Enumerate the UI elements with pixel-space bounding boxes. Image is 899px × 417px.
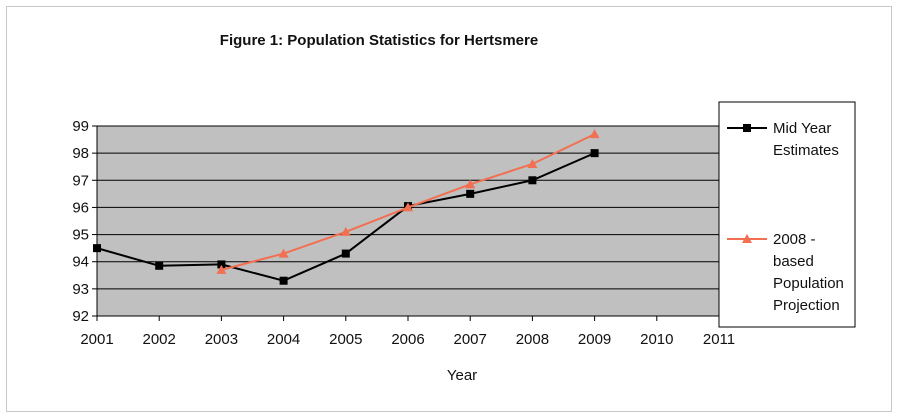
legend: Mid Year Estimates 2008 - based Population Pr… (718, 101, 856, 328)
plot-area (96, 125, 720, 317)
series-0 (93, 149, 599, 285)
data-point (155, 261, 164, 270)
x-tick-label: 2006 (391, 331, 424, 348)
x-tick-label: 2007 (454, 331, 487, 348)
y-tick-label: 94 (72, 254, 89, 271)
x-tick-label: 2009 (578, 331, 611, 348)
legend-label: Projection (773, 297, 840, 314)
x-axis-title: Year (447, 367, 477, 384)
data-point (590, 149, 599, 158)
series-layer (93, 129, 600, 285)
x-tick-label: 2010 (640, 331, 673, 348)
x-tick-label: 2005 (329, 331, 362, 348)
data-point (403, 202, 413, 212)
y-tick-label: 95 (72, 227, 89, 244)
x-axis: 2001 2002 2003 2004 2005 2006 2007 2008 2009 2010… (80, 315, 735, 348)
legend-swatch-marker (742, 234, 752, 243)
data-point (279, 276, 288, 285)
y-tick-label: 93 (72, 281, 89, 298)
y-tick-label: 99 (72, 118, 89, 135)
data-point (340, 226, 351, 236)
data-point (217, 260, 226, 269)
line-chart: Figure 1: Population Statistics for Hert… (72, 32, 856, 384)
legend-label: Population (773, 275, 844, 292)
data-point (278, 248, 289, 258)
x-tick-label: 2003 (205, 331, 238, 348)
legend-box (718, 101, 856, 328)
y-axis: 92 93 94 95 96 97 98 99 (72, 118, 98, 325)
x-tick-label: 2001 (80, 331, 113, 348)
y-tick-label: 97 (72, 172, 89, 189)
x-tick-label: 2002 (143, 331, 176, 348)
chart-frame: Figure 1: Population Statistics for Hert… (6, 6, 892, 412)
legend-label: Mid Year (773, 120, 831, 137)
data-point (465, 179, 476, 189)
data-point (341, 249, 350, 258)
chart-title: Figure 1: Population Statistics for Hert… (220, 32, 538, 49)
y-tick-label: 98 (72, 145, 89, 162)
legend-label: Estimates (773, 142, 839, 159)
y-tick-label: 96 (72, 199, 89, 216)
y-tick-label: 92 (72, 308, 89, 325)
series-1 (216, 129, 600, 274)
data-point (589, 129, 600, 139)
legend-label: based (773, 253, 814, 270)
legend-label: 2008 - (773, 231, 816, 248)
x-tick-label: 2011 (703, 331, 735, 348)
data-point (466, 189, 475, 198)
legend-swatch-marker (743, 124, 751, 132)
data-point (216, 264, 227, 274)
data-point (528, 176, 537, 185)
x-tick-label: 2004 (267, 331, 300, 348)
x-tick-label: 2008 (516, 331, 549, 348)
data-point (93, 244, 101, 253)
data-point (527, 159, 538, 168)
